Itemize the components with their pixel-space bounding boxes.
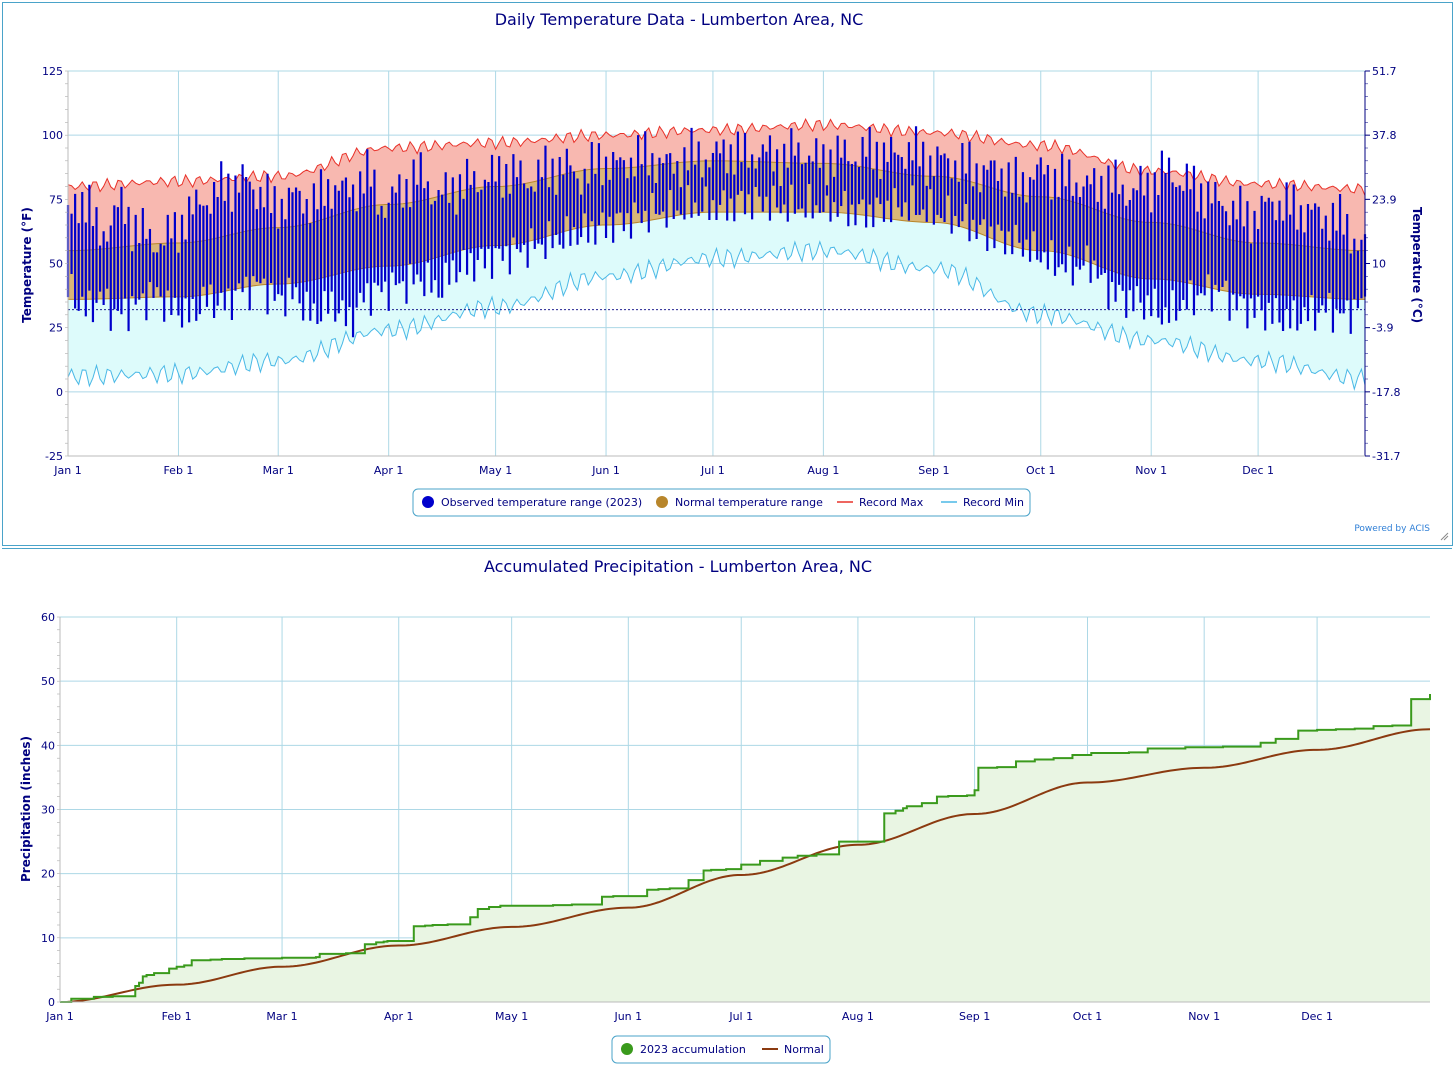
normal-precipitation-line bbox=[59, 728, 1431, 1003]
precipitation-x-tick: May 1 bbox=[495, 1010, 528, 1023]
temperature-x-tick: Jan 1 bbox=[53, 464, 81, 477]
legend-observed-marker bbox=[422, 496, 434, 508]
legend-record-min-label: Record Min bbox=[963, 496, 1024, 509]
temperature-chart-title: Daily Temperature Data - Lumberton Area,… bbox=[495, 10, 864, 29]
precipitation-chart-panel: Accumulated Precipitation - Lumberton Ar… bbox=[2, 548, 1452, 1069]
legend-observed-label: Observed temperature range (2023) bbox=[441, 496, 642, 509]
precipitation-x-tick: Apr 1 bbox=[384, 1010, 414, 1023]
precipitation-x-tick: Sep 1 bbox=[959, 1010, 990, 1023]
temperature-legend-box bbox=[412, 488, 1031, 517]
temperature-x-tick: Dec 1 bbox=[1242, 464, 1274, 477]
legend-normal-precip-label: Normal bbox=[784, 1043, 824, 1056]
legend-item-record-min[interactable]: Record Min bbox=[941, 496, 1024, 509]
temperature-y-tick-f: 75 bbox=[49, 193, 63, 206]
precipitation-x-tick: Nov 1 bbox=[1188, 1010, 1220, 1023]
precipitation-x-tick: Mar 1 bbox=[266, 1010, 297, 1023]
observed-temperature-bars bbox=[66, 126, 1367, 338]
temperature-x-tick: Aug 1 bbox=[807, 464, 839, 477]
temperature-y-tick-f: 50 bbox=[49, 258, 63, 271]
temperature-y-tick-c: 37.8 bbox=[1372, 129, 1397, 142]
temperature-y-tick-c: -3.9 bbox=[1372, 322, 1393, 335]
temperature-y-tick-c: -31.7 bbox=[1372, 450, 1400, 463]
temperature-x-tick: Apr 1 bbox=[374, 464, 404, 477]
precipitation-x-tick: Dec 1 bbox=[1301, 1010, 1333, 1023]
legend-item-normal[interactable]: Normal temperature range bbox=[656, 496, 823, 509]
legend-accumulation-label: 2023 accumulation bbox=[640, 1043, 746, 1056]
temperature-y-tick-c: -17.8 bbox=[1372, 386, 1400, 399]
temperature-legend: Observed temperature range (2023) Normal… bbox=[412, 488, 1031, 517]
precipitation-y-tick: 10 bbox=[41, 932, 55, 945]
temperature-y-axis-label-f: Temperature (°F) bbox=[20, 207, 34, 323]
precipitation-series bbox=[59, 694, 1431, 1003]
temperature-x-tick: Oct 1 bbox=[1026, 464, 1056, 477]
legend-normal-label: Normal temperature range bbox=[675, 496, 823, 509]
precipitation-y-tick: 20 bbox=[41, 868, 55, 881]
temperature-x-tick: Jul 1 bbox=[700, 464, 725, 477]
temperature-y-tick-c: 23.9 bbox=[1372, 193, 1397, 206]
precipitation-legend: 2023 accumulation Normal bbox=[611, 1035, 831, 1064]
legend-record-max-label: Record Max bbox=[859, 496, 924, 509]
precipitation-y-tick: 30 bbox=[41, 804, 55, 817]
precipitation-x-tick: Oct 1 bbox=[1073, 1010, 1103, 1023]
precipitation-x-tick: Jun 1 bbox=[613, 1010, 642, 1023]
temperature-chart-panel: Daily Temperature Data - Lumberton Area,… bbox=[2, 2, 1453, 546]
record-max-line bbox=[67, 118, 1366, 196]
precipitation-x-tick: Feb 1 bbox=[162, 1010, 192, 1023]
temperature-y-tick-f: -25 bbox=[45, 450, 63, 463]
powered-by-acis-link[interactable]: Powered by ACIS bbox=[1354, 524, 1430, 534]
legend-item-record-max[interactable]: Record Max bbox=[837, 496, 924, 509]
precipitation-y-tick: 60 bbox=[41, 611, 55, 624]
legend-item-accumulation[interactable]: 2023 accumulation bbox=[621, 1043, 746, 1056]
legend-accumulation-marker bbox=[621, 1043, 633, 1055]
temperature-x-tick: Feb 1 bbox=[163, 464, 193, 477]
resize-handle-icon[interactable] bbox=[1440, 532, 1449, 541]
temperature-x-tick: Sep 1 bbox=[918, 464, 949, 477]
precipitation-y-tick: 0 bbox=[48, 996, 55, 1009]
record-max-area bbox=[68, 119, 1365, 251]
legend-item-normal-precip[interactable]: Normal bbox=[762, 1043, 824, 1056]
accumulation-line bbox=[60, 694, 1431, 1003]
temperature-x-tick: Nov 1 bbox=[1135, 464, 1167, 477]
temperature-chart: Daily Temperature Data - Lumberton Area,… bbox=[20, 10, 1449, 541]
temperature-y-tick-f: 125 bbox=[42, 65, 63, 78]
accumulation-area bbox=[60, 694, 1430, 1002]
precipitation-y-tick: 40 bbox=[41, 739, 55, 752]
temperature-x-tick: Jun 1 bbox=[591, 464, 620, 477]
temperature-axes: 125 51.7 100 37.8 75 23.9 50 10 25 -3.9 0 -17.8 -25 -… bbox=[42, 65, 1400, 477]
temperature-x-tick: May 1 bbox=[479, 464, 512, 477]
precipitation-x-tick: Aug 1 bbox=[842, 1010, 874, 1023]
precipitation-chart: Accumulated Precipitation - Lumberton Ar… bbox=[19, 557, 1431, 1064]
precipitation-y-tick: 50 bbox=[41, 675, 55, 688]
temperature-y-tick-f: 25 bbox=[49, 322, 63, 335]
temperature-y-tick-c: 51.7 bbox=[1372, 65, 1397, 78]
temperature-y-axis-label-c: Temperature (°C) bbox=[1410, 207, 1424, 323]
precipitation-legend-box bbox=[611, 1035, 831, 1064]
precipitation-chart-title: Accumulated Precipitation - Lumberton Ar… bbox=[484, 557, 872, 576]
precipitation-y-axis-label: Precipitation (inches) bbox=[19, 736, 33, 882]
record-min-line bbox=[67, 240, 1366, 391]
precipitation-x-tick: Jan 1 bbox=[45, 1010, 73, 1023]
temperature-y-tick-c: 10 bbox=[1372, 258, 1386, 271]
precipitation-x-tick: Jul 1 bbox=[728, 1010, 753, 1023]
temperature-x-tick: Mar 1 bbox=[263, 464, 294, 477]
temperature-y-tick-f: 0 bbox=[56, 386, 63, 399]
legend-normal-marker bbox=[656, 496, 668, 508]
temperature-y-tick-f: 100 bbox=[42, 129, 63, 142]
legend-item-observed[interactable]: Observed temperature range (2023) bbox=[422, 496, 642, 509]
